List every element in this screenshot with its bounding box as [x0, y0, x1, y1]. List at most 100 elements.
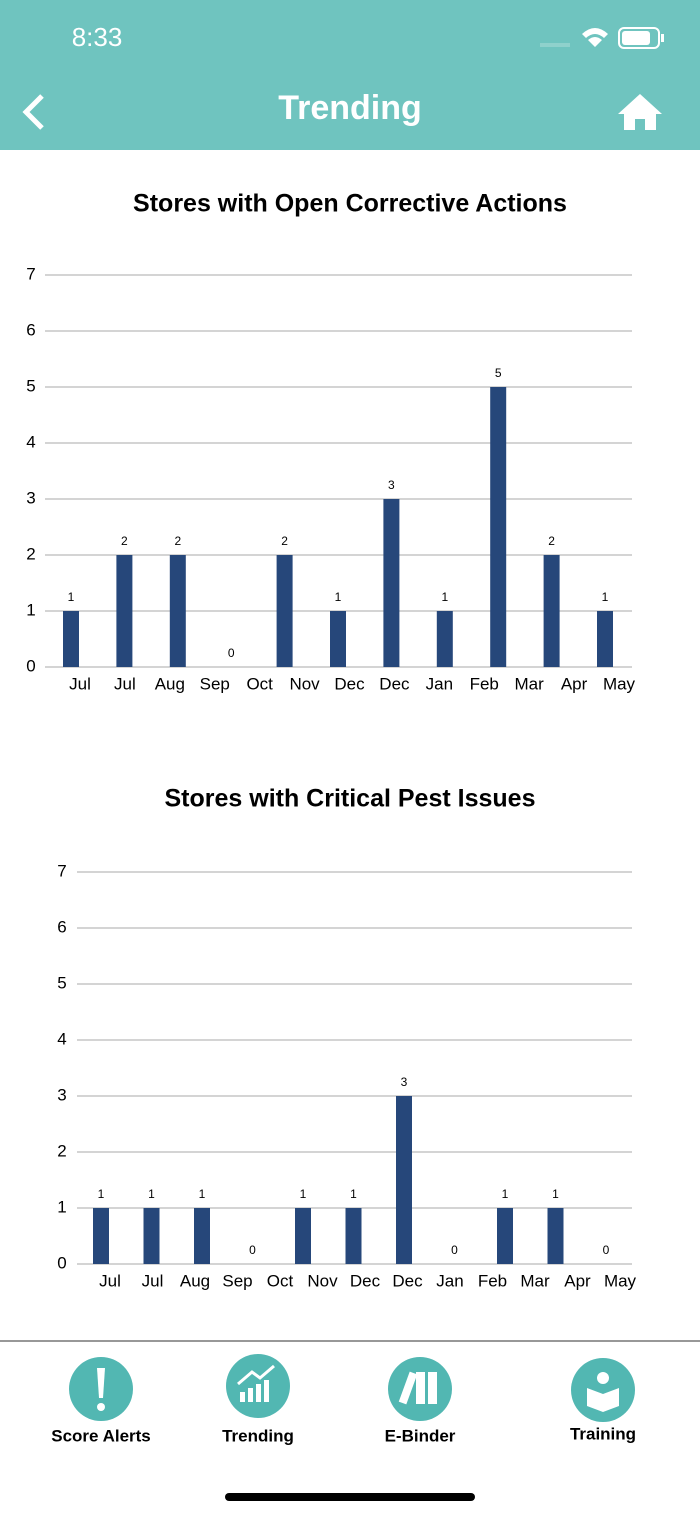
- value-label: 1: [502, 1187, 509, 1201]
- value-label: 1: [148, 1187, 155, 1201]
- value-label: 0: [603, 1243, 610, 1257]
- status-icons: [540, 27, 664, 49]
- x-tick-label: Dec: [350, 1271, 381, 1290]
- bar: [63, 611, 79, 667]
- x-tick-label: Dec: [392, 1271, 423, 1290]
- header-title: Trending: [278, 89, 422, 127]
- x-tick-label: May: [603, 674, 636, 693]
- x-tick-label: Apr: [561, 674, 588, 693]
- bar: [194, 1208, 210, 1264]
- chart-title: Stores with Open Corrective Actions: [133, 190, 567, 218]
- x-tick-label: Jul: [69, 674, 91, 693]
- tab[interactable]: Training: [570, 1358, 636, 1443]
- value-label: 1: [552, 1187, 559, 1201]
- bar: [436, 611, 453, 667]
- bar: [330, 611, 346, 667]
- value-label: 2: [548, 534, 555, 548]
- chart-title: Stores with Critical Pest Issues: [165, 785, 536, 813]
- y-tick-label: 0: [26, 656, 35, 675]
- value-label: 2: [121, 534, 128, 548]
- value-label: 0: [249, 1243, 256, 1257]
- x-tick-label: Oct: [246, 674, 273, 693]
- tab[interactable]: Score Alerts: [51, 1357, 151, 1445]
- x-tick-label: Nov: [307, 1271, 338, 1290]
- tab-label: Score Alerts: [51, 1426, 151, 1445]
- bar: [93, 1208, 109, 1264]
- home-button[interactable]: [618, 94, 662, 130]
- tab[interactable]: Trending: [222, 1354, 294, 1445]
- y-tick-label: 1: [26, 600, 35, 619]
- tab-label: Training: [570, 1424, 636, 1443]
- bar: [396, 1096, 412, 1264]
- tab[interactable]: E-Binder: [385, 1357, 456, 1445]
- tab-label: Trending: [222, 1426, 294, 1445]
- value-label: 5: [495, 366, 502, 380]
- y-tick-label: 7: [26, 264, 35, 283]
- x-tick-label: Apr: [564, 1271, 591, 1290]
- bar: [543, 555, 560, 667]
- value-label: 3: [388, 478, 395, 492]
- value-label: 1: [199, 1187, 206, 1201]
- bar: [295, 1208, 311, 1264]
- y-tick-label: 2: [57, 1141, 66, 1160]
- x-tick-label: May: [604, 1271, 637, 1290]
- value-label: 0: [228, 646, 235, 660]
- home-indicator: [225, 1493, 475, 1501]
- value-label: 2: [281, 534, 288, 548]
- bar: [345, 1208, 362, 1264]
- bar: [143, 1208, 160, 1264]
- value-label: 1: [335, 590, 342, 604]
- x-tick-label: Jul: [142, 1271, 164, 1290]
- x-tick-label: Dec: [334, 674, 365, 693]
- value-label: 1: [602, 590, 609, 604]
- value-label: 1: [350, 1187, 357, 1201]
- x-tick-label: Sep: [222, 1271, 252, 1290]
- x-tick-label: Feb: [478, 1271, 507, 1290]
- y-tick-label: 4: [26, 432, 35, 451]
- header-bar: [0, 0, 700, 150]
- bar: [547, 1208, 564, 1264]
- x-tick-label: Sep: [200, 674, 230, 693]
- charts: Stores with Open Corrective Actions 0 1 2 3 4…: [26, 190, 636, 1291]
- value-label: 1: [300, 1187, 307, 1201]
- x-tick-label: Jan: [426, 674, 453, 693]
- back-button[interactable]: [22, 94, 44, 130]
- tab-label: E-Binder: [385, 1426, 456, 1445]
- bar: [597, 611, 613, 667]
- bar: [116, 555, 133, 667]
- y-tick-label: 0: [57, 1253, 66, 1272]
- value-label: 1: [68, 590, 75, 604]
- x-tick-label: Aug: [155, 674, 185, 693]
- x-tick-label: Dec: [379, 674, 410, 693]
- y-tick-label: 5: [26, 376, 35, 395]
- value-label: 1: [441, 590, 448, 604]
- value-label: 3: [401, 1075, 408, 1089]
- x-tick-label: Oct: [267, 1271, 294, 1290]
- bar: [169, 555, 186, 667]
- bar: [276, 555, 293, 667]
- y-tick-label: 4: [57, 1029, 66, 1048]
- x-tick-label: Nov: [289, 674, 320, 693]
- bar: [490, 387, 507, 667]
- x-tick-label: Jul: [99, 1271, 121, 1290]
- y-tick-label: 7: [57, 861, 66, 880]
- x-tick-label: Mar: [515, 674, 545, 693]
- bar: [383, 499, 400, 667]
- x-tick-label: Jan: [436, 1271, 463, 1290]
- y-tick-label: 3: [26, 488, 35, 507]
- x-tick-label: Mar: [520, 1271, 550, 1290]
- y-tick-label: 5: [57, 973, 66, 992]
- x-tick-label: Feb: [470, 674, 499, 693]
- status-time: 8:33: [72, 22, 123, 52]
- value-label: 1: [98, 1187, 105, 1201]
- y-tick-label: 1: [57, 1197, 66, 1216]
- value-label: 0: [451, 1243, 458, 1257]
- x-tick-label: Jul: [114, 674, 136, 693]
- y-tick-label: 6: [57, 917, 66, 936]
- y-tick-label: 2: [26, 544, 35, 563]
- value-label: 2: [174, 534, 181, 548]
- y-tick-label: 6: [26, 320, 35, 339]
- bar: [497, 1208, 513, 1264]
